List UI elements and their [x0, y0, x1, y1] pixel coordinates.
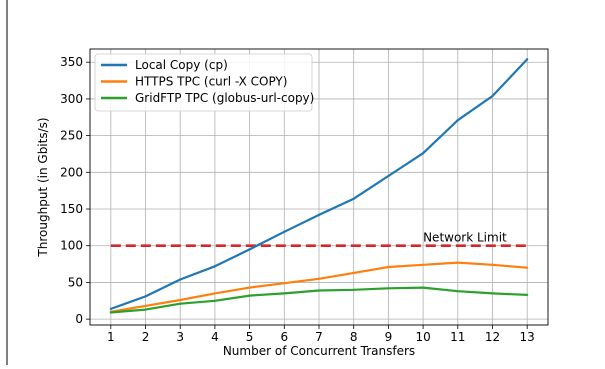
legend-entry: HTTPS TPC (curl -X COPY) — [135, 75, 287, 89]
data-point — [179, 278, 182, 281]
series-2 — [109, 261, 529, 313]
data-point — [248, 248, 251, 251]
data-point — [179, 298, 182, 302]
x-tick-label: 12 — [485, 330, 500, 344]
x-tick-label: 10 — [415, 330, 430, 344]
series-1 — [109, 58, 529, 310]
data-point — [456, 290, 459, 293]
data-point — [421, 152, 425, 155]
data-point — [352, 271, 355, 274]
data-point — [317, 213, 321, 216]
data-point — [144, 308, 147, 311]
data-point — [213, 265, 217, 268]
x-tick-label: 5 — [246, 330, 254, 344]
y-tick-label: 100 — [60, 239, 83, 253]
x-tick-label: 3 — [176, 330, 184, 344]
y-tick-label: 350 — [60, 55, 83, 69]
y-axis: 0 50 100 150 200 250 300 350 — [60, 55, 90, 326]
data-point — [317, 289, 321, 292]
x-tick-label: 7 — [315, 330, 323, 344]
data-point — [179, 302, 182, 305]
network-limit-label: Network Limit — [423, 231, 507, 245]
data-point — [283, 282, 286, 285]
data-point — [352, 288, 355, 291]
data-point — [352, 197, 355, 200]
x-tick-label: 4 — [211, 330, 219, 344]
data-point — [491, 94, 494, 98]
data-point — [109, 311, 112, 314]
y-tick-label: 200 — [60, 165, 83, 179]
x-tick-label: 9 — [385, 330, 393, 344]
data-point — [491, 292, 494, 295]
y-tick-label: 50 — [68, 275, 83, 289]
x-tick-label: 11 — [450, 330, 465, 344]
x-tick-label: 13 — [520, 330, 535, 344]
data-point — [491, 263, 494, 266]
series-3 — [109, 286, 529, 314]
data-point — [526, 293, 529, 297]
legend: Local Copy (cp) HTTPS TPC (curl -X COPY) G… — [94, 53, 314, 112]
data-point — [317, 277, 321, 280]
data-point — [248, 286, 251, 289]
data-point — [421, 286, 425, 289]
data-point — [283, 230, 286, 233]
data-point — [387, 174, 390, 178]
data-point — [213, 299, 217, 302]
data-point — [456, 119, 459, 122]
x-tick-label: 8 — [350, 330, 358, 344]
data-point — [526, 266, 529, 269]
data-point — [283, 292, 286, 295]
data-point — [456, 261, 459, 264]
legend-entry: Local Copy (cp) — [135, 58, 228, 72]
series-layer — [109, 58, 529, 314]
data-point — [248, 294, 251, 297]
x-axis-label: Number of Concurrent Transfers — [223, 344, 415, 358]
legend-entry: GridFTP TPC (globus-url-copy) — [135, 91, 314, 105]
y-tick-label: 300 — [60, 92, 83, 106]
y-tick-label: 250 — [60, 129, 83, 143]
y-axis-label: Throughput (in Gbits/s) — [36, 117, 50, 257]
y-tick-label: 150 — [60, 202, 83, 216]
data-point — [144, 304, 147, 308]
data-point — [387, 287, 390, 290]
x-axis: 1 2 3 4 5 6 7 8 9 10 11 12 13 — [107, 325, 535, 344]
legend-box — [94, 53, 313, 112]
x-tick-label: 6 — [280, 330, 288, 344]
x-tick-label: 2 — [142, 330, 150, 344]
data-point — [526, 58, 529, 61]
y-tick-label: 0 — [75, 312, 83, 326]
x-tick-label: 1 — [107, 330, 115, 344]
data-point — [213, 292, 217, 295]
data-point — [109, 307, 112, 310]
data-point — [144, 295, 147, 298]
data-point — [421, 263, 425, 266]
data-point — [387, 265, 390, 269]
